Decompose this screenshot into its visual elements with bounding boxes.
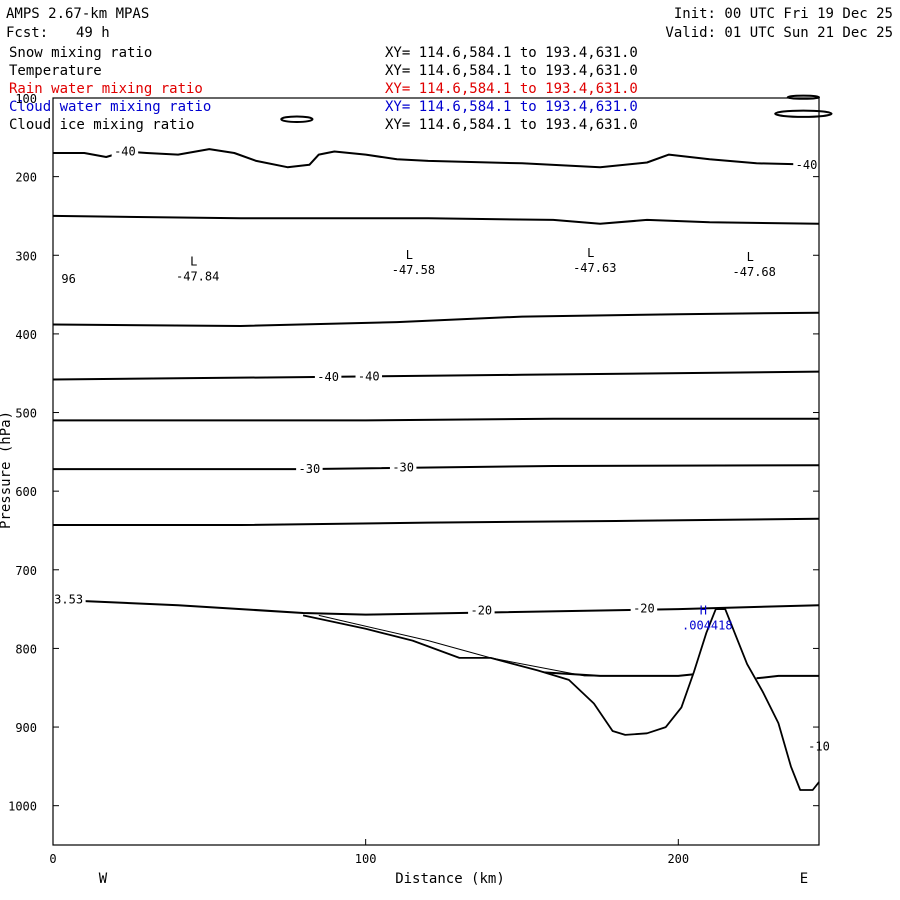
valid-time: Valid: 01 UTC Sun 21 Dec 25 [665,25,893,41]
init-time: Init: 00 UTC Fri 19 Dec 25 [674,6,893,22]
x-tick-label: 200 [667,852,689,866]
contour-label: -20 [470,604,492,618]
contour-label: -30 [299,462,321,476]
isotherm-line [52,598,820,616]
chart-header: AMPS 2.67-km MPAS Fcst: 49 h Init: 00 UT… [6,6,893,41]
contour-label: -20 [633,601,655,615]
field-name: Cloud water mixing ratio [9,99,211,115]
label-background [468,603,495,617]
y-tick-label: 100 [15,92,37,106]
label-background [389,460,417,474]
field-name: Rain water mixing ratio [9,81,203,97]
west-label: W [99,871,108,887]
isotherm-line [53,517,820,526]
field-name: Temperature [9,63,102,79]
extremum-value: -47.84 [176,269,219,283]
east-label: E [800,871,808,887]
extrema-labels: L-47.84L-47.58L-47.63L-47.68H.004418 [176,246,776,633]
contour-label: 96 [61,272,75,286]
closed-contour [774,109,833,118]
closed-contour [280,115,314,123]
field-name: Snow mixing ratio [9,45,152,61]
field-extent: XY= 114.6,584.1 to 193.4,631.0 [385,45,638,61]
forecast-hour: 49 h [76,25,110,41]
model-title: AMPS 2.67-km MPAS [6,6,149,22]
label-background [355,369,383,383]
x-tick-label: 0 [49,852,56,866]
closed-contour [786,94,821,100]
y-tick-label: 900 [15,721,37,735]
extremum-value: -47.68 [733,265,776,279]
x-axis-label: Distance (km) [395,871,505,887]
field-extent: XY= 114.6,584.1 to 193.4,631.0 [385,99,638,115]
isotherm-line [52,214,820,225]
isotherm-line [52,370,820,381]
isotherm-line [53,148,820,169]
field-extent: XY= 114.6,584.1 to 193.4,631.0 [385,117,638,133]
field-extent: XY= 114.6,584.1 to 193.4,631.0 [385,63,638,79]
isotherm-line [537,671,701,677]
extremum-letter: L [190,254,197,268]
contour-label: -40 [796,158,818,172]
forecast-label: Fcst: [6,25,48,41]
y-tick-label: 1000 [8,800,37,814]
contour-label: -40 [317,370,339,384]
isotherm-line [53,464,820,471]
y-tick-label: 200 [15,171,37,185]
extremum-value: -47.63 [573,261,616,275]
extremum-value: .004418 [682,619,733,633]
temperature-contours [52,94,833,680]
label-background [296,462,323,476]
terrain-mask [53,608,820,845]
y-tick-label: 700 [15,564,37,578]
y-axis-label: Pressure (hPa) [0,411,14,529]
extremum-letter: L [587,246,594,260]
isotherm-line [756,674,819,680]
label-background [59,271,79,285]
field-list: Snow mixing ratio XY= 114.6,584.1 to 193.… [9,45,638,133]
label-background [51,592,86,606]
terrain-outline [302,608,820,791]
label-background [314,370,342,384]
contour-label: 3.53 [54,593,83,607]
label-background [793,157,820,171]
extremum-letter: L [406,248,413,262]
extremum-value: -47.58 [392,263,435,277]
y-tick-label: 800 [15,642,37,656]
y-tick-label: 500 [15,407,37,421]
contour-label: -30 [392,461,414,475]
contour-label: -40 [114,144,136,158]
axes: 100 200 300 400 500 600 700 800 900 1000 0 100 200 [8,92,819,866]
label-background [111,144,139,158]
field-extent: XY= 114.6,584.1 to 193.4,631.0 [385,81,638,97]
isotherm-line [52,311,820,327]
y-tick-label: 400 [15,328,37,342]
y-tick-label: 300 [15,249,37,263]
extremum-letter: L [747,250,754,264]
label-background [630,601,658,615]
isotherm-line [53,417,819,422]
y-tick-label: 600 [15,485,37,499]
extremum-letter: H [700,604,707,618]
plot-frame [52,97,820,846]
field-name: Cloud ice mixing ratio [9,117,194,133]
terrain-fill [53,609,819,845]
contour-label: -40 [358,369,380,383]
x-tick-label: 100 [355,852,377,866]
